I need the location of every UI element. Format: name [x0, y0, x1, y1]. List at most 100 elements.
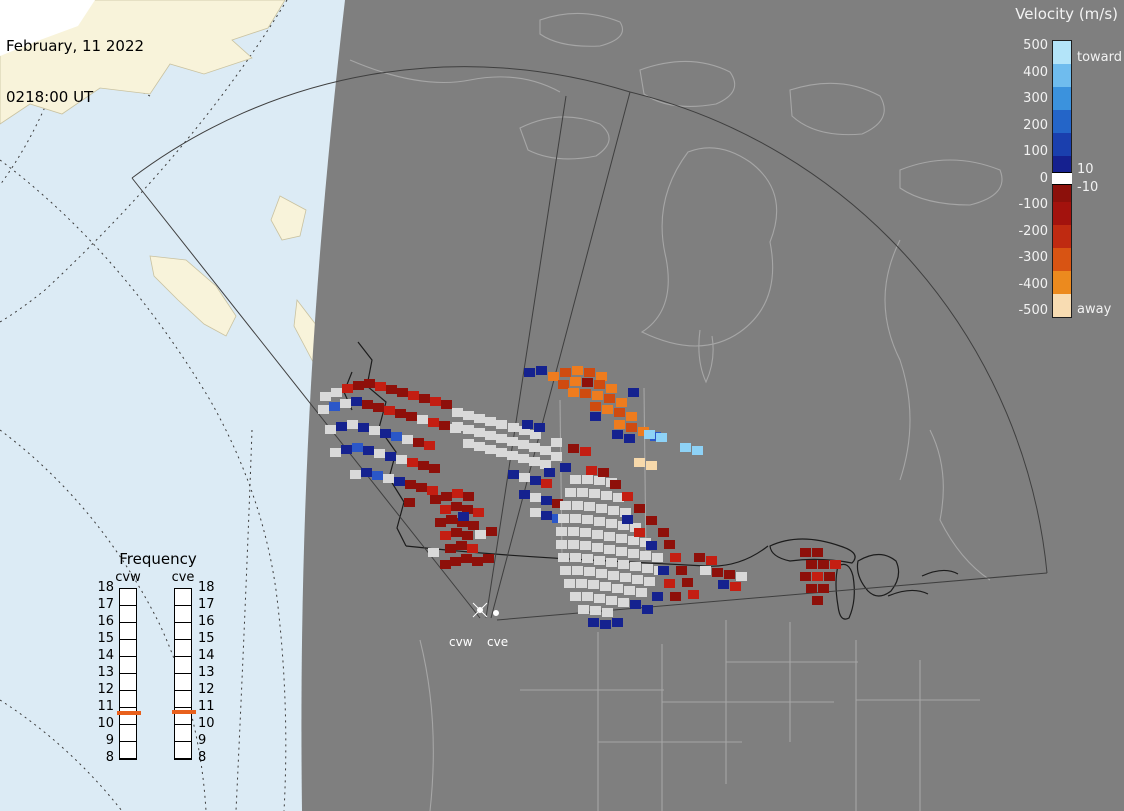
velocity-cell	[556, 540, 567, 549]
velocity-tick-label: 0	[1039, 170, 1048, 186]
velocity-cell	[688, 590, 699, 599]
velocity-cell	[680, 443, 691, 452]
velocity-cell	[536, 366, 547, 375]
velocity-cell	[582, 378, 593, 387]
velocity-cell	[602, 608, 613, 617]
velocity-cell	[524, 368, 535, 377]
radar-site-cve-marker	[493, 610, 499, 616]
velocity-color-block	[1053, 133, 1071, 156]
frequency-scale-label: 11	[97, 699, 114, 714]
frequency-scale-label: 8	[198, 750, 207, 765]
velocity-cell	[582, 554, 593, 563]
velocity-cell	[570, 514, 581, 523]
frequency-scale-segment	[175, 657, 191, 674]
velocity-cell	[580, 447, 591, 456]
velocity-cell	[572, 501, 583, 510]
velocity-cell	[812, 548, 823, 557]
velocity-cell	[440, 560, 451, 569]
velocity-color-block	[1053, 248, 1071, 271]
velocity-cell	[451, 528, 462, 537]
frequency-scale-label: 18	[198, 580, 215, 595]
frequency-scale-segment	[175, 742, 191, 759]
velocity-cell	[472, 557, 483, 566]
timestamp: February, 11 2022 0218:00 UT	[6, 4, 144, 140]
velocity-cell	[632, 575, 643, 584]
velocity-cell	[640, 551, 651, 560]
velocity-cell	[416, 483, 427, 492]
velocity-cell	[551, 452, 562, 461]
frequency-scale-label: 13	[198, 665, 215, 680]
frequency-scale-label: 14	[198, 648, 215, 663]
velocity-cell	[428, 548, 439, 557]
frequency-scale-label: 10	[198, 716, 215, 731]
velocity-tick-label: 100	[1023, 144, 1048, 159]
velocity-cell	[568, 540, 579, 549]
velocity-cell	[451, 502, 462, 511]
frequency-scale-label: 16	[97, 614, 114, 629]
frequency-scale-segment	[175, 674, 191, 691]
velocity-cell	[417, 415, 428, 424]
frequency-scale-segment	[175, 589, 191, 606]
velocity-cell	[570, 377, 581, 386]
velocity-cell	[375, 382, 386, 391]
velocity-cell	[712, 568, 723, 577]
velocity-cell	[540, 446, 551, 455]
velocity-cell	[560, 566, 571, 575]
velocity-cell	[430, 397, 441, 406]
velocity-tick-label: 500	[1023, 38, 1048, 53]
velocity-cell	[548, 372, 559, 381]
velocity-cell	[818, 560, 829, 569]
velocity-cell	[558, 553, 569, 562]
velocity-cell	[624, 586, 635, 595]
velocity-cell	[577, 488, 588, 497]
velocity-cell	[341, 445, 352, 454]
velocity-cell	[824, 572, 835, 581]
velocity-cell	[329, 402, 340, 411]
velocity-cell	[560, 501, 571, 510]
velocity-tick-label: -400	[1018, 276, 1048, 292]
velocity-cell	[427, 486, 438, 495]
velocity-cell	[519, 426, 530, 435]
velocity-cell	[658, 528, 669, 537]
velocity-cell	[383, 474, 394, 483]
velocity-cell	[582, 475, 593, 484]
velocity-cell	[404, 498, 415, 507]
velocity-cell	[594, 380, 605, 389]
velocity-cell	[452, 489, 463, 498]
frequency-scale-label: 10	[97, 716, 114, 731]
velocity-cell	[418, 461, 429, 470]
velocity-cell	[350, 470, 361, 479]
away-label: away	[1077, 302, 1112, 317]
velocity-cell	[391, 432, 402, 441]
radar-site-markers	[472, 602, 499, 618]
velocity-cell	[369, 426, 380, 435]
velocity-cell	[800, 572, 811, 581]
frequency-scale-label: 17	[198, 597, 215, 612]
velocity-tick-label: 400	[1023, 64, 1048, 80]
velocity-cell	[394, 477, 405, 486]
velocity-cell	[507, 437, 518, 446]
velocity-cell	[658, 566, 669, 575]
velocity-cell	[485, 431, 496, 440]
velocity-cell	[395, 409, 406, 418]
frequency-scale-segment	[120, 640, 136, 657]
velocity-cell	[325, 425, 336, 434]
velocity-cell	[812, 572, 823, 581]
velocity-cell	[363, 446, 374, 455]
velocity-cell	[518, 454, 529, 463]
velocity-cell	[461, 554, 472, 563]
velocity-cell	[496, 420, 507, 429]
velocity-cell	[618, 560, 629, 569]
velocity-cell	[588, 580, 599, 589]
coastlines-gray	[349, 12, 1003, 811]
velocity-cell	[570, 592, 581, 601]
velocity-cell	[429, 464, 440, 473]
velocity-cell	[582, 592, 593, 601]
frequency-scale-segment	[120, 725, 136, 742]
velocity-tick-label: -300	[1018, 250, 1048, 265]
velocity-cell	[584, 368, 595, 377]
frequency-scale-label: 12	[198, 682, 215, 697]
velocity-color-block	[1053, 271, 1071, 294]
velocity-cell	[380, 429, 391, 438]
velocity-cell	[413, 438, 424, 447]
